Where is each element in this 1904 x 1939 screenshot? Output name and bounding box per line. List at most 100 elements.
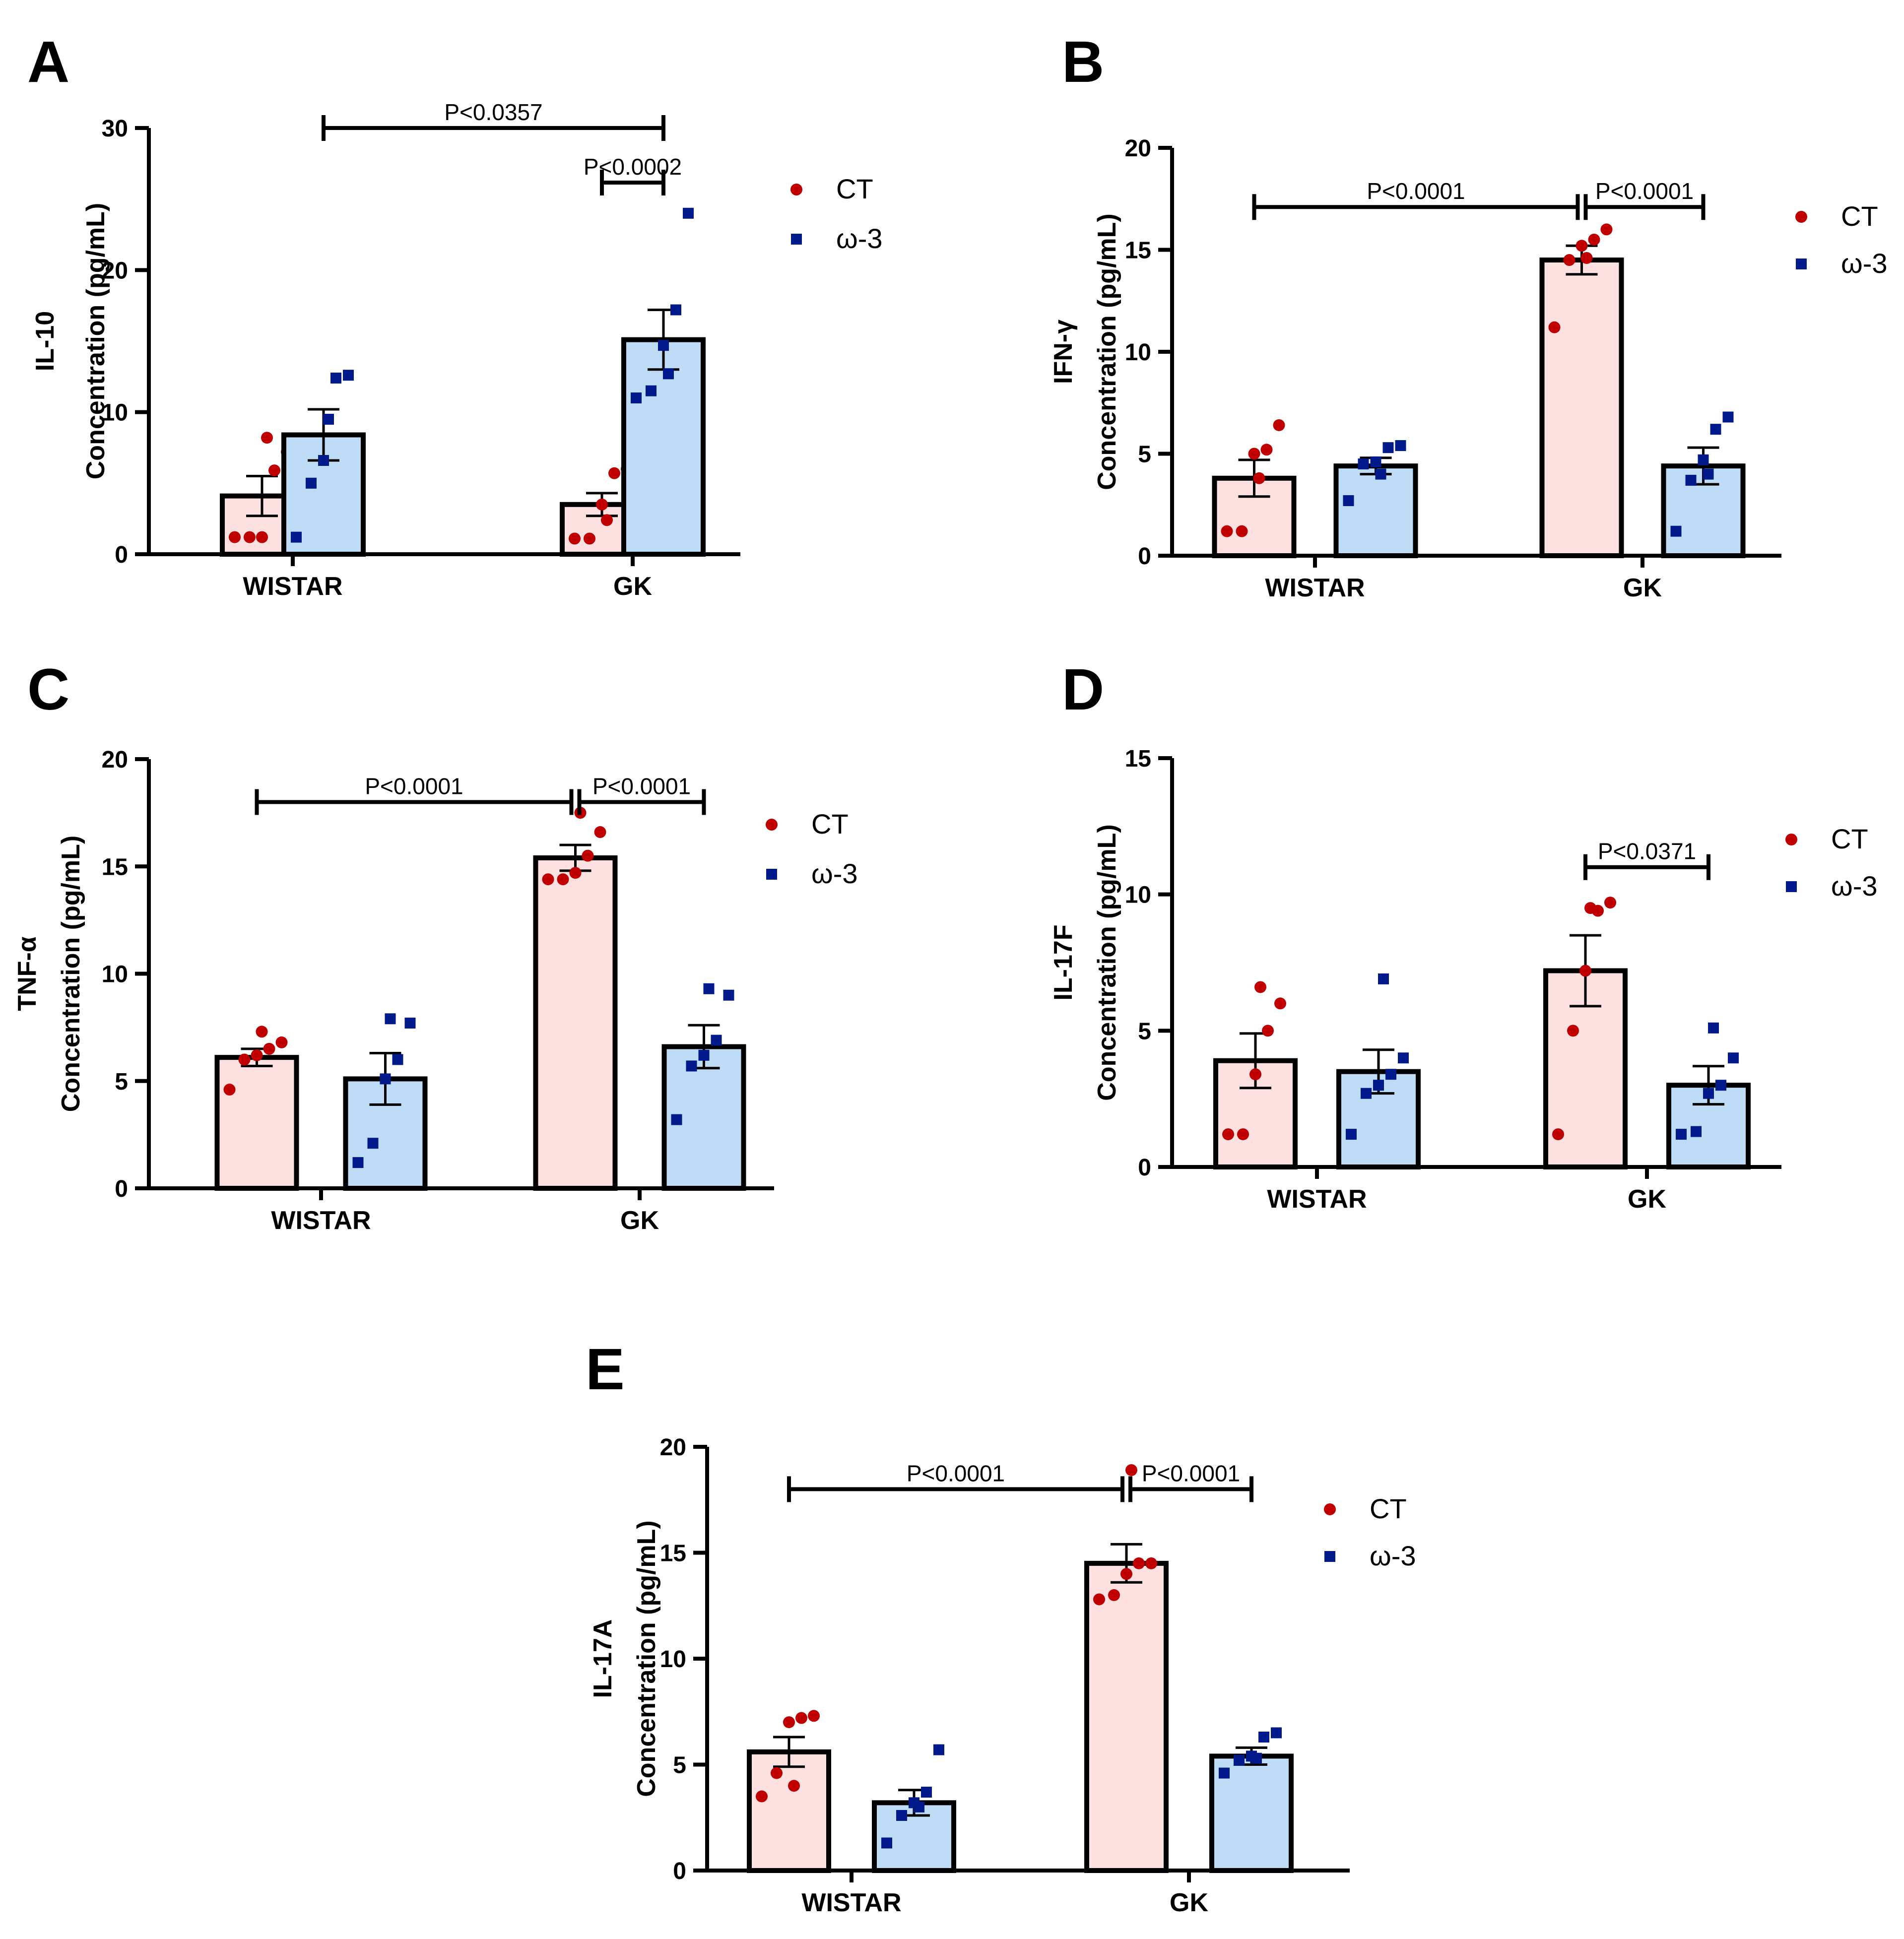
data-point-ct — [584, 532, 595, 545]
data-point-ct — [1249, 1068, 1261, 1081]
data-point-ct — [771, 1767, 783, 1779]
p-value-label: P<0.0001 — [365, 774, 463, 799]
data-point-ct — [557, 873, 569, 886]
data-point-ct — [1248, 448, 1260, 460]
data-point-ct — [1563, 254, 1576, 266]
data-point-ct — [1237, 1128, 1249, 1141]
data-point-omega3 — [1370, 456, 1381, 467]
panel-e: E 0 5 10 15 20 WISTAR GK IL-17A Concentration (pg… — [586, 1337, 1416, 1917]
panel-letter: C — [27, 657, 69, 722]
data-point-omega3 — [683, 207, 694, 219]
data-point-ct — [251, 1049, 263, 1061]
y-tick-label: 0 — [115, 542, 128, 568]
data-point-omega3 — [1722, 411, 1734, 423]
y-tick-label: 10 — [1125, 339, 1151, 366]
data-point-ct — [1604, 897, 1616, 909]
data-point-omega3 — [1375, 468, 1386, 480]
panel-letter: D — [1062, 657, 1104, 722]
legend-marker-omega3 — [1796, 259, 1807, 269]
data-point-omega3 — [1710, 424, 1721, 435]
data-point-ct — [1262, 1025, 1274, 1037]
panel-letter: E — [586, 1337, 625, 1402]
data-point-omega3 — [343, 370, 354, 381]
x-category-label: WISTAR — [243, 572, 342, 601]
data-point-ct — [1221, 525, 1233, 537]
legend-label-omega3: ω-3 — [811, 858, 858, 889]
data-point-ct — [756, 1790, 768, 1803]
bar-ct-gk — [533, 855, 618, 1191]
p-value-label: P<0.0001 — [1595, 178, 1694, 204]
data-point-ct — [608, 467, 620, 479]
data-point-omega3 — [646, 385, 657, 396]
data-point-omega3 — [1708, 1022, 1719, 1034]
data-point-ct — [229, 531, 241, 543]
y-axis-label-top: IL-17A — [589, 1619, 617, 1698]
y-axis-label-bottom: Concentration (pg/mL) — [57, 836, 85, 1112]
x-category-label: WISTAR — [801, 1888, 901, 1917]
y-tick-label: 0 — [115, 1176, 128, 1202]
data-point-ct — [1133, 1557, 1145, 1569]
y-tick-label: 5 — [673, 1752, 686, 1779]
y-axis-label-top: TNF-α — [13, 936, 42, 1011]
data-point-omega3 — [933, 1744, 944, 1755]
data-point-ct — [238, 1053, 251, 1066]
y-tick-label: 0 — [673, 1858, 686, 1884]
panel-c: C 0 5 10 15 20 WISTAR GK TNF-α Concentration (pg/… — [13, 657, 858, 1235]
y-axis-label-bottom: Concentration (pg/mL) — [81, 203, 110, 480]
data-point-omega3 — [318, 455, 329, 466]
data-point-omega3 — [1670, 525, 1682, 537]
y-tick-label: 15 — [102, 854, 128, 880]
data-point-omega3 — [1691, 1126, 1702, 1137]
data-point-ct — [1260, 444, 1273, 456]
y-axis-label-top: IFN-γ — [1049, 320, 1078, 384]
legend-label-ct: CT — [1370, 1493, 1407, 1524]
legend-label-omega3: ω-3 — [1841, 248, 1888, 279]
y-tick-label: 5 — [115, 1069, 128, 1095]
data-point-ct — [569, 532, 581, 545]
legend-marker-omega3 — [791, 234, 802, 245]
data-point-omega3 — [323, 413, 334, 425]
legend-marker-ct — [1795, 211, 1807, 223]
data-point-omega3 — [631, 392, 642, 404]
data-point-omega3 — [921, 1787, 932, 1798]
data-point-ct — [256, 1026, 268, 1038]
data-point-omega3 — [686, 1060, 697, 1072]
x-category-label: GK — [1623, 574, 1662, 602]
p-value-label: P<0.0357 — [444, 99, 542, 125]
data-point-omega3 — [1685, 474, 1697, 486]
legend-label-omega3: ω-3 — [1370, 1540, 1416, 1571]
data-point-ct — [223, 1084, 236, 1096]
data-point-ct — [1584, 902, 1596, 914]
data-point-omega3 — [1234, 1754, 1245, 1766]
data-point-ct — [1108, 1589, 1120, 1601]
y-axis-label-top: IL-10 — [31, 311, 60, 371]
data-point-ct — [1552, 1128, 1564, 1141]
data-point-ct — [1273, 419, 1285, 431]
p-value-label: P<0.0001 — [907, 1460, 1005, 1486]
data-point-ct — [582, 849, 594, 862]
data-point-ct — [263, 1042, 275, 1055]
data-point-ct — [1254, 981, 1266, 993]
data-point-omega3 — [1715, 1080, 1726, 1091]
data-point-omega3 — [392, 1054, 403, 1065]
data-point-ct — [1579, 965, 1591, 977]
data-point-ct — [1236, 525, 1248, 537]
data-point-ct — [594, 826, 606, 839]
data-point-ct — [1145, 1557, 1157, 1569]
data-point-ct — [1120, 1568, 1132, 1580]
legend-label-omega3: ω-3 — [1831, 870, 1878, 902]
y-tick-label: 15 — [1125, 746, 1151, 772]
data-point-ct — [601, 514, 613, 526]
data-point-ct — [569, 867, 582, 879]
data-point-omega3 — [1382, 442, 1394, 453]
x-category-label: GK — [620, 1206, 659, 1235]
data-point-ct — [275, 1036, 288, 1048]
data-point-omega3 — [703, 983, 715, 994]
bar-omega3-wistar — [1333, 463, 1418, 558]
data-point-ct — [1580, 252, 1593, 264]
data-point-ct — [788, 1780, 800, 1792]
data-point-omega3 — [306, 477, 317, 489]
data-point-omega3 — [1343, 495, 1354, 507]
